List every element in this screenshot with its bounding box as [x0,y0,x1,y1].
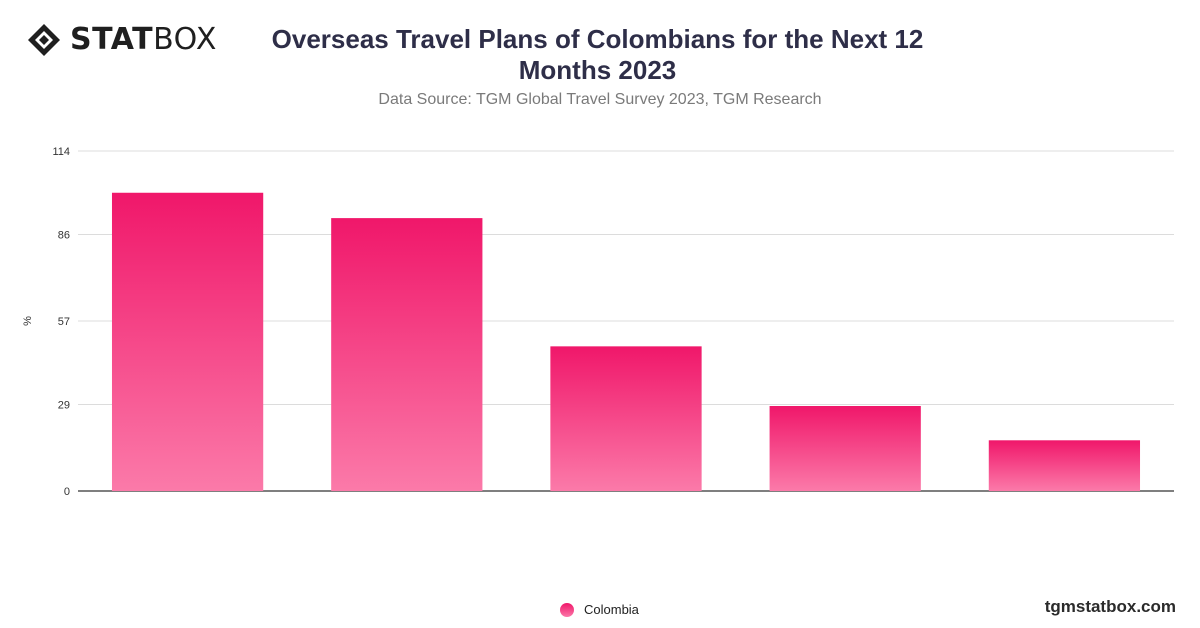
logo-text-light: BOX [153,22,217,57]
y-tick-label: 0 [64,486,70,498]
statbox-logo[interactable]: STATBOX [26,22,217,58]
bar-3[interactable] [550,346,702,491]
y-axis-ticks: 0 29 57 86 114 [52,146,70,498]
bar-1[interactable] [111,192,264,491]
legend-label-colombia: Colombia [584,602,639,617]
y-tick-label: 29 [58,400,70,412]
bars [111,192,1141,491]
bar-4[interactable] [769,406,921,491]
statbox-diamond-icon [28,24,60,56]
watermark: tgmstatbox.com [1044,597,1176,616]
y-axis-label: % [22,316,34,326]
bar-5[interactable] [988,440,1141,491]
logo-text-bold: STAT [70,22,154,57]
y-tick-label: 86 [58,230,70,242]
chart-title: Overseas Travel Plans of Colombians for … [271,24,924,85]
y-tick-label: 57 [58,316,70,328]
logo-wordmark: STATBOX [70,22,217,58]
bar-2[interactable] [331,218,483,491]
chart-subtitle: Data Source: TGM Global Travel Survey 20… [378,91,822,108]
legend-swatch [560,602,574,617]
legend[interactable]: Colombia [560,602,639,617]
y-tick-label: 114 [52,146,70,158]
